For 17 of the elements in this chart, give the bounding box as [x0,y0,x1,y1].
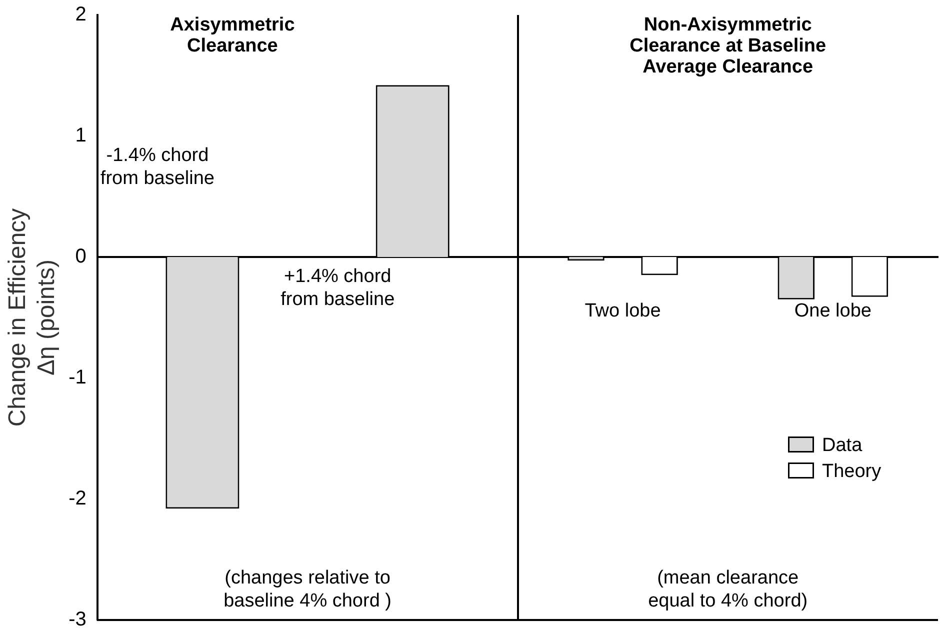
y-tick-label: -2 [68,488,86,510]
annotation: Axisymmetric Clearance [170,14,296,57]
annotation: (changes relative to baseline 4% chord ) [224,567,392,612]
y-tick-label: 2 [75,4,86,26]
annotation: Non-Axisymmetric Clearance at Baseline Average Clearance [630,14,826,78]
annotation: (mean clearance equal to 4% chord) [648,567,808,612]
y-axis-title: Change in Efficiency Δη (points) [4,208,60,427]
x-tick-label: One lobe [794,300,872,322]
annotation: +1.4% chord from baseline [280,266,395,310]
y-tick-label: 1 [75,124,86,147]
legend-label: Theory [822,460,882,482]
x-tick-label: Two lobe [584,300,661,322]
y-tick-label: -3 [68,608,86,631]
annotation: -1.4% chord from baseline [100,145,214,190]
y-tick-label: -1 [68,366,86,389]
y-tick-label: 0 [75,246,86,268]
legend-label: Data [822,434,863,456]
